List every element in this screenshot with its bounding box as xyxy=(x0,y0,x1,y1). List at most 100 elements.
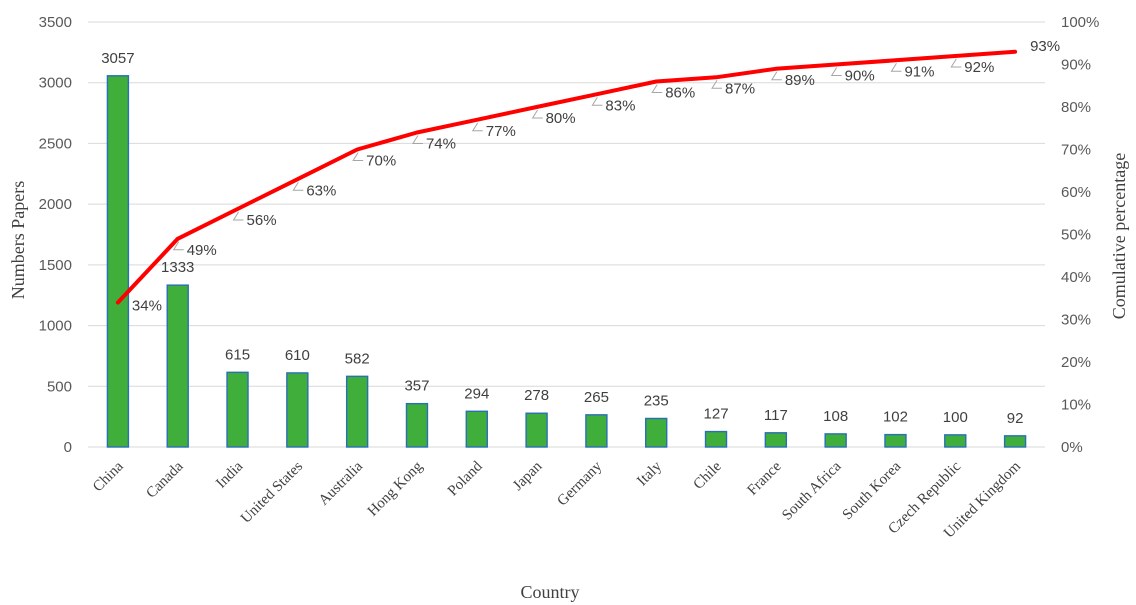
right-tick-label: 90% xyxy=(1061,57,1091,74)
bar-value-label: 294 xyxy=(464,385,489,402)
bar xyxy=(465,410,488,448)
percentage-label: 70% xyxy=(366,153,396,170)
percentage-label: 92% xyxy=(964,59,994,76)
right-axis-ticks: 0% 10% 20% 30% 40% 50% 60% 70% 80% 90% 100% xyxy=(1061,14,1099,456)
right-tick-label: 20% xyxy=(1061,354,1091,371)
bar xyxy=(405,402,429,448)
bar-value-label: 1333 xyxy=(161,259,194,276)
leader-line xyxy=(950,58,962,68)
left-tick-label: 3500 xyxy=(39,14,72,31)
bar-value-label: 127 xyxy=(704,406,729,423)
percentage-label: 74% xyxy=(426,136,456,153)
bar xyxy=(106,75,130,448)
right-tick-label: 80% xyxy=(1061,99,1091,116)
leader-line xyxy=(172,241,184,251)
leader-line xyxy=(531,109,543,119)
left-tick-label: 1000 xyxy=(39,318,72,335)
leader-line xyxy=(412,135,423,144)
leader-line xyxy=(830,67,842,76)
bar-labels: 3057 1333 615 610 582 357 294 278 265 235 127 117 10… xyxy=(101,50,1023,427)
leader-line xyxy=(232,211,244,221)
left-axis-ticks: 0 500 1000 1500 2000 2500 3000 3500 xyxy=(39,14,72,456)
bar xyxy=(1003,435,1027,448)
x-tick-label: United States xyxy=(238,458,306,526)
x-tick-label: India xyxy=(213,458,246,491)
leader-line xyxy=(770,71,782,81)
left-tick-label: 2500 xyxy=(39,135,72,152)
percentage-label: 93% xyxy=(1030,38,1060,55)
x-tick-label: Hong Kong xyxy=(365,458,426,519)
percentage-label: 83% xyxy=(605,97,635,114)
percentage-label: 86% xyxy=(665,85,695,102)
leader-line xyxy=(890,62,902,72)
right-tick-label: 70% xyxy=(1061,142,1091,159)
cumulative-line-group xyxy=(115,49,1018,305)
percentage-label: 80% xyxy=(546,110,576,127)
bar xyxy=(824,433,847,448)
bar xyxy=(645,417,668,448)
bar xyxy=(704,430,728,448)
bar xyxy=(585,414,608,448)
x-tick-label: Chile xyxy=(691,458,726,493)
percentage-labels: 34% 49% 56% 63% 70% 74% 77% 80% 83% 86% 87% 89% 90% 9… xyxy=(132,38,1060,315)
percentage-label: 90% xyxy=(845,68,875,85)
bar xyxy=(286,372,309,448)
left-tick-label: 2000 xyxy=(39,196,72,213)
x-tick-label: South Africa xyxy=(779,458,844,523)
bar-value-label: 102 xyxy=(883,409,908,426)
leader-line xyxy=(651,84,663,93)
cumulative-line xyxy=(115,49,1018,305)
bar-value-label: 278 xyxy=(524,387,549,404)
right-tick-label: 100% xyxy=(1061,14,1099,31)
bar-value-label: 582 xyxy=(345,350,370,367)
y2-axis-title: Comulative percentage xyxy=(1109,153,1129,319)
right-tick-label: 10% xyxy=(1061,397,1091,414)
bar-value-label: 610 xyxy=(285,347,310,364)
bar-value-label: 3057 xyxy=(101,50,134,67)
bar-value-label: 108 xyxy=(823,408,848,425)
percentage-label: 49% xyxy=(187,242,217,259)
left-tick-label: 500 xyxy=(47,378,72,395)
bar xyxy=(226,371,249,448)
left-tick-label: 1500 xyxy=(39,257,72,274)
percentage-label: 34% xyxy=(132,298,162,315)
bar xyxy=(884,433,907,448)
percentage-label: 56% xyxy=(247,212,277,229)
x-tick-label: Australia xyxy=(316,458,366,508)
percentage-label: 87% xyxy=(725,80,755,97)
x-tick-label: Japan xyxy=(510,458,546,494)
right-tick-label: 60% xyxy=(1061,184,1091,201)
bar xyxy=(345,375,369,448)
bar-value-label: 615 xyxy=(225,346,250,363)
bars xyxy=(106,75,1027,448)
x-tick-label: Canada xyxy=(143,458,186,501)
x-tick-label: France xyxy=(744,458,784,498)
y-axis-title: Numbers Papers xyxy=(8,181,28,299)
bar-value-label: 357 xyxy=(404,378,429,395)
percentage-label: 89% xyxy=(785,72,815,89)
bar-value-label: 235 xyxy=(644,392,669,409)
right-tick-label: 0% xyxy=(1061,439,1083,456)
x-tick-label: Italy xyxy=(634,458,665,489)
right-tick-label: 50% xyxy=(1061,227,1091,244)
x-tick-label: China xyxy=(90,458,127,495)
x-axis-title: Country xyxy=(520,582,579,602)
leader-line xyxy=(591,96,603,106)
x-tick-label: Germany xyxy=(554,458,605,509)
right-tick-label: 30% xyxy=(1061,312,1091,329)
bar-value-label: 92 xyxy=(1007,410,1024,427)
bar-value-label: 117 xyxy=(764,407,788,424)
left-tick-label: 0 xyxy=(64,439,72,456)
percentage-label: 63% xyxy=(306,182,336,199)
leader-line xyxy=(352,152,364,161)
percentage-label: 91% xyxy=(904,63,934,80)
leader-line xyxy=(292,181,304,191)
leader-line xyxy=(471,122,483,132)
x-tick-label: Poland xyxy=(445,458,486,499)
bar-value-label: 265 xyxy=(584,389,609,406)
bar xyxy=(166,284,189,448)
leader-line xyxy=(711,79,723,89)
bar xyxy=(944,434,967,448)
